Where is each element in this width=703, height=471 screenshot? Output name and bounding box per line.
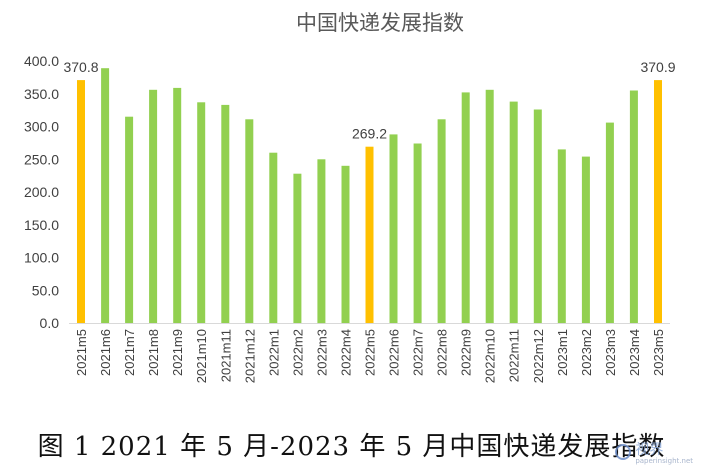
watermark-sub: paperinsight.net	[635, 457, 693, 465]
x-tick-label: 2022m10	[483, 329, 498, 383]
bar-2022m4	[341, 165, 350, 323]
y-tick-label: 300.0	[24, 119, 59, 135]
x-tick-label: 2023m2	[579, 329, 594, 376]
bar-2021m6	[101, 68, 110, 323]
bar-2023m4	[629, 90, 638, 323]
bar-2021m11	[221, 104, 230, 324]
watermark-text: 视界	[635, 442, 664, 458]
y-tick-label: 50.0	[32, 282, 59, 298]
data-label: 370.9	[640, 59, 675, 75]
x-tick-label: 2021m10	[194, 329, 209, 383]
x-tick-label: 2022m1	[266, 329, 281, 376]
x-axis-ticks: 2021m5 2021m6 2021m7 2021m8 2021m9 2021m10 202…	[74, 329, 666, 383]
data-label: 269.2	[352, 126, 387, 142]
bar-2021m7	[125, 116, 134, 323]
x-tick-label: 2023m3	[603, 329, 618, 376]
bar-2022m3	[317, 159, 326, 324]
x-tick-label: 2022m9	[459, 329, 474, 376]
x-tick-label: 2021m11	[218, 329, 233, 382]
x-tick-label: 2022m2	[290, 329, 305, 376]
bar-2022m12	[533, 109, 542, 323]
bar-2022m8	[437, 119, 446, 323]
bar-2022m9	[461, 92, 470, 324]
y-tick-label: 200.0	[24, 184, 59, 200]
bar-2023m3	[605, 122, 614, 323]
x-tick-label: 2023m5	[651, 329, 666, 376]
x-tick-label: 2021m9	[170, 329, 185, 376]
x-tick-label: 2021m8	[146, 329, 161, 376]
data-labels: 370.8 269.2 370.9	[63, 59, 675, 142]
bar-2023m1	[557, 149, 566, 323]
bar-2021m9	[173, 87, 182, 324]
y-tick-label: 400.0	[24, 53, 59, 69]
y-tick-label: 0.0	[40, 315, 60, 331]
x-tick-label: 2021m7	[122, 329, 137, 376]
y-tick-label: 350.0	[24, 86, 59, 102]
y-tick-label: 150.0	[24, 217, 59, 233]
bar-2022m1	[269, 152, 278, 323]
bar-2022m2	[293, 173, 302, 323]
x-tick-label: 2022m8	[435, 329, 450, 376]
watermark: 视界 paperinsight.net	[615, 439, 693, 465]
chart-svg: 中国快递发展指数 0.0 50.0 100.0 150.0 200.0 250.0 300.…	[24, 11, 676, 383]
chart-title: 中国快递发展指数	[296, 11, 464, 35]
y-tick-label: 100.0	[24, 250, 59, 266]
bar-2022m5	[365, 146, 374, 323]
bar-2023m2	[581, 156, 590, 323]
x-tick-label: 2022m7	[411, 329, 426, 376]
x-tick-label: 2021m12	[242, 329, 257, 383]
bar-2022m10	[485, 89, 494, 323]
x-tick-label: 2022m4	[339, 329, 354, 376]
x-tick-label: 2023m4	[627, 329, 642, 376]
bar-2021m12	[245, 119, 254, 323]
bar-2021m8	[149, 89, 158, 323]
y-tick-label: 250.0	[24, 151, 59, 167]
circle-logo-icon	[615, 444, 632, 460]
figure-caption: 图 1 2021 年 5 月-2023 年 5 月中国快递发展指数	[37, 432, 666, 462]
bar-2023m5	[654, 80, 662, 323]
x-tick-label: 2022m6	[387, 329, 402, 376]
x-tick-label: 2022m3	[314, 329, 329, 376]
x-tick-label: 2023m1	[555, 329, 570, 376]
x-tick-label: 2022m5	[363, 329, 378, 376]
bar-2022m11	[509, 101, 518, 323]
x-tick-label: 2022m11	[507, 329, 522, 382]
x-tick-label: 2022m12	[531, 329, 546, 383]
chart: 中国快递发展指数 0.0 50.0 100.0 150.0 200.0 250.0 300.…	[24, 11, 676, 383]
bar-2022m7	[413, 143, 422, 323]
bar-2021m10	[197, 102, 206, 323]
data-label: 370.8	[63, 59, 98, 75]
x-tick-label: 2021m6	[98, 329, 113, 376]
bar-2021m5	[77, 80, 85, 323]
bar-2022m6	[389, 134, 398, 323]
bars	[77, 68, 662, 324]
x-tick-label: 2021m5	[74, 329, 89, 376]
y-axis-ticks: 0.0 50.0 100.0 150.0 200.0 250.0 300.0 350.0 400…	[24, 53, 59, 331]
